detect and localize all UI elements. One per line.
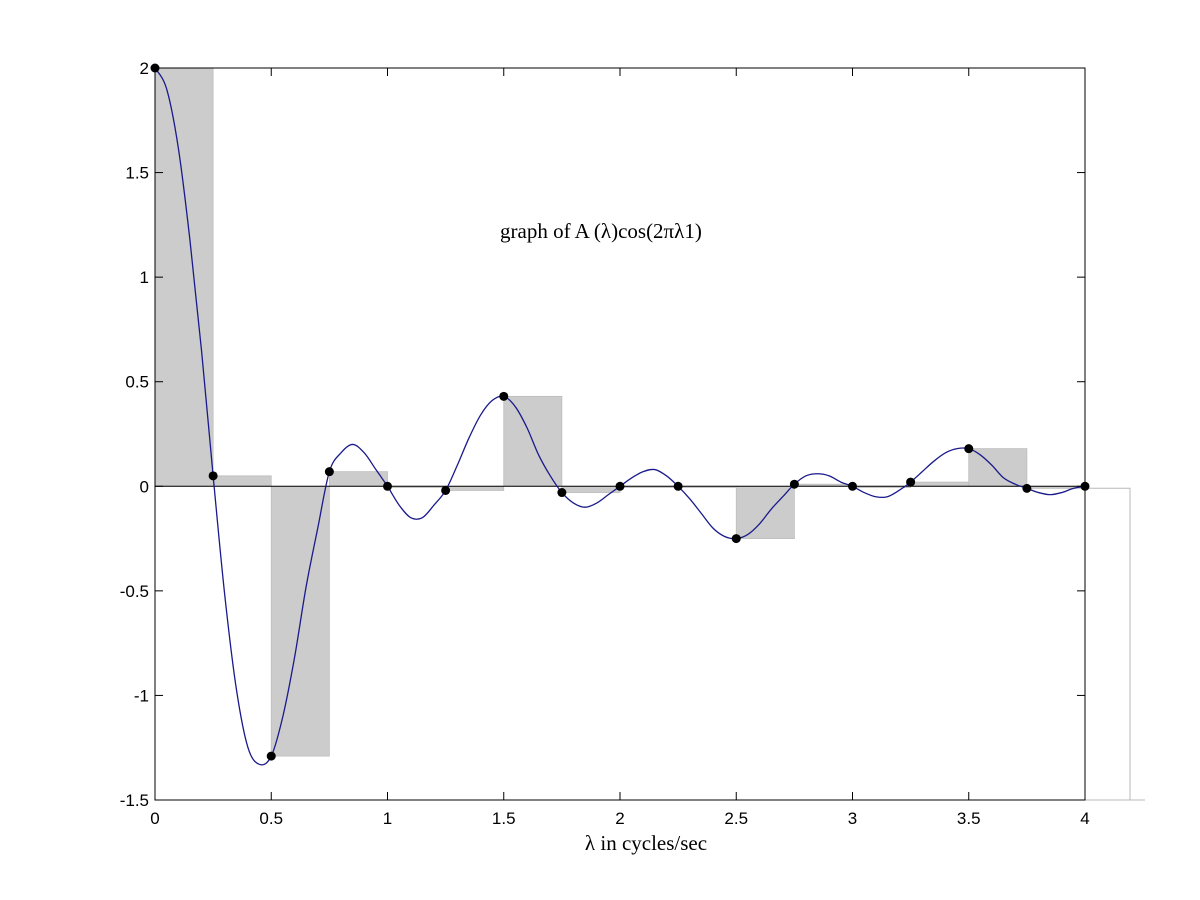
sample-point (964, 444, 974, 454)
y-tick-label: 0 (140, 477, 149, 496)
x-tick-label: 4 (1080, 809, 1089, 828)
sample-markers (150, 63, 1090, 761)
sample-point (906, 477, 916, 487)
sample-point (324, 467, 334, 477)
sample-point (848, 481, 857, 491)
sample-point (441, 485, 451, 495)
x-tick-label: 3 (848, 809, 857, 828)
y-tick-label: 2 (140, 59, 149, 78)
y-tick-labels: 2 1.5 1 0.5 0 -0.5 -1 -1.5 (120, 59, 149, 810)
step-bar (968, 448, 1028, 487)
y-tick-label: 0.5 (125, 373, 149, 392)
sample-point (615, 481, 625, 491)
sample-point (673, 481, 683, 491)
step-bar (212, 475, 272, 487)
y-tick-label: -1.5 (120, 791, 149, 810)
x-tick-label: 3.5 (957, 809, 981, 828)
step-bar (910, 481, 970, 487)
chart-annotation: graph of A (λ)cos(2πλ1) (500, 219, 702, 243)
step-bar (270, 485, 330, 757)
x-tick-label: 2 (615, 809, 624, 828)
x-tick-label: 1 (383, 809, 392, 828)
sample-point (1022, 483, 1032, 493)
sample-point (383, 481, 392, 491)
y-tick-label: 1 (140, 268, 149, 287)
sample-point (208, 471, 218, 481)
x-tick-label: 0.5 (259, 809, 283, 828)
sample-point (266, 751, 276, 761)
sample-point (499, 391, 509, 401)
x-tick-label: 2.5 (724, 809, 748, 828)
x-tick-label: 1.5 (492, 809, 516, 828)
sample-point (789, 479, 799, 489)
sample-point (731, 534, 741, 544)
curve-layer (154, 67, 1086, 766)
y-tick-label: -1 (134, 686, 149, 705)
step-bar (561, 485, 621, 493)
curve-line (154, 67, 1086, 766)
sample-point (557, 488, 567, 498)
x-tick-label: 0 (150, 809, 159, 828)
y-tick-label: 1.5 (125, 164, 149, 183)
step-bar (445, 485, 505, 491)
axis-ticks (154, 67, 1086, 801)
step-bars (154, 67, 1086, 757)
y-tick-label: -0.5 (120, 582, 149, 601)
x-tick-labels: 0 0.5 1 1.5 2 2.5 3 3.5 4 (150, 809, 1089, 828)
step-bar (154, 67, 214, 487)
x-axis-label: λ in cycles/sec (585, 831, 707, 855)
